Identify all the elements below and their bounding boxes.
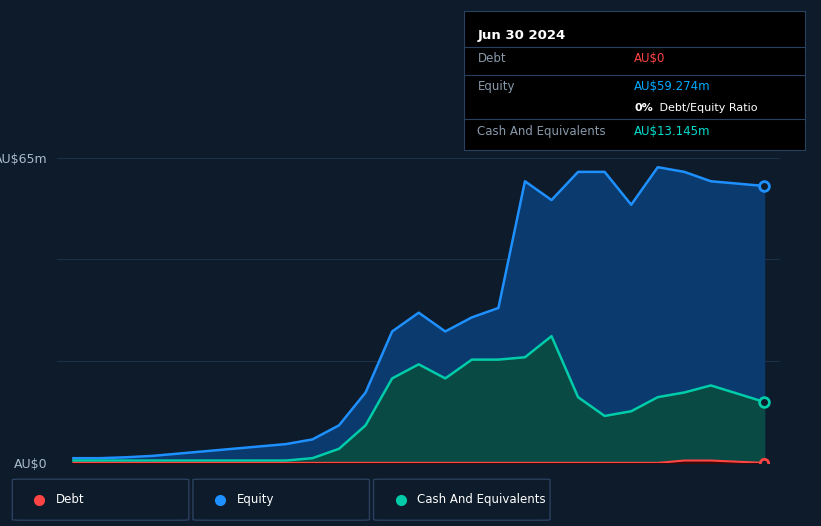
Text: Debt/Equity Ratio: Debt/Equity Ratio — [656, 103, 758, 113]
Text: Cash And Equivalents: Cash And Equivalents — [417, 493, 546, 506]
Text: Cash And Equivalents: Cash And Equivalents — [478, 125, 606, 138]
Text: AU$0: AU$0 — [635, 53, 666, 65]
Text: AU$13.145m: AU$13.145m — [635, 125, 711, 138]
Text: Debt: Debt — [478, 53, 506, 65]
Text: 0%: 0% — [635, 103, 653, 113]
Text: Jun 30 2024: Jun 30 2024 — [478, 28, 566, 42]
Text: Debt: Debt — [56, 493, 85, 506]
FancyBboxPatch shape — [374, 479, 550, 520]
FancyBboxPatch shape — [12, 479, 189, 520]
Text: Equity: Equity — [478, 80, 515, 93]
FancyBboxPatch shape — [193, 479, 369, 520]
Text: Equity: Equity — [236, 493, 274, 506]
Text: AU$59.274m: AU$59.274m — [635, 80, 711, 93]
